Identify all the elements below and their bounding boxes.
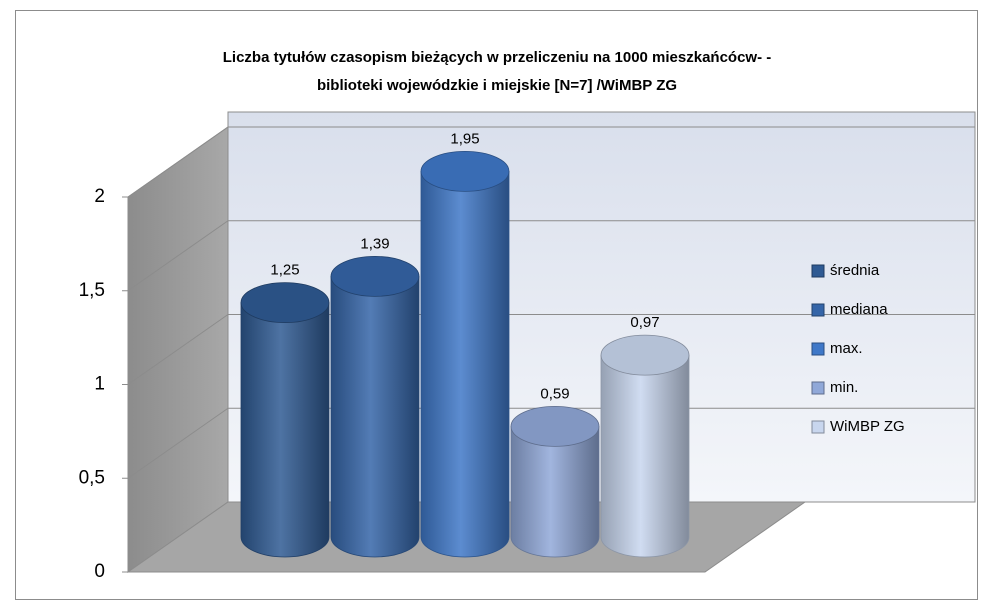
grid-line xyxy=(127,407,229,479)
legend-label: min. xyxy=(830,379,858,396)
cylinder-top xyxy=(240,282,330,324)
value-label: 0,59 xyxy=(540,385,569,402)
legend-label: WiMBP ZG xyxy=(830,418,905,435)
legend-label: średnia xyxy=(830,262,880,279)
cylinder-body xyxy=(510,425,600,558)
value-label: 1,95 xyxy=(450,130,479,147)
cylinder-body xyxy=(420,170,510,558)
legend-label: mediana xyxy=(830,301,888,318)
legend-swatch xyxy=(811,420,825,434)
cylinder-body xyxy=(240,302,330,558)
cylinder-top xyxy=(330,255,420,297)
cylinder-body xyxy=(600,354,690,558)
value-label: 1,39 xyxy=(360,235,389,252)
cylinder-top xyxy=(510,405,600,447)
legend-swatch xyxy=(811,264,825,278)
legend-swatch xyxy=(811,342,825,356)
y-tick-label: 1 xyxy=(94,374,105,395)
legend-label: max. xyxy=(830,340,863,357)
grid-line xyxy=(127,314,229,385)
legend-swatch xyxy=(811,381,825,395)
chart-title: biblioteki wojewódzkie i miejskie [N=7] … xyxy=(317,77,677,94)
chart-title: Liczba tytułów czasopism bieżących w prz… xyxy=(223,49,772,66)
value-label: 0,97 xyxy=(630,314,659,331)
y-tick-label: 0 xyxy=(94,561,105,582)
cylinder-top xyxy=(420,150,510,192)
cylinder xyxy=(600,334,690,558)
legend-swatch xyxy=(811,303,825,317)
cylinder xyxy=(420,150,510,558)
y-tick-label: 0,5 xyxy=(79,467,105,488)
grid-line xyxy=(127,126,229,198)
y-tick-label: 1,5 xyxy=(79,280,105,301)
cylinder xyxy=(240,282,330,558)
cylinder-top xyxy=(600,334,690,376)
grid-line xyxy=(127,220,229,292)
cylinder xyxy=(510,405,600,558)
cylinder xyxy=(330,255,420,558)
cylinder-body xyxy=(330,275,420,558)
y-tick-label: 2 xyxy=(94,186,105,207)
value-label: 1,25 xyxy=(270,262,299,279)
